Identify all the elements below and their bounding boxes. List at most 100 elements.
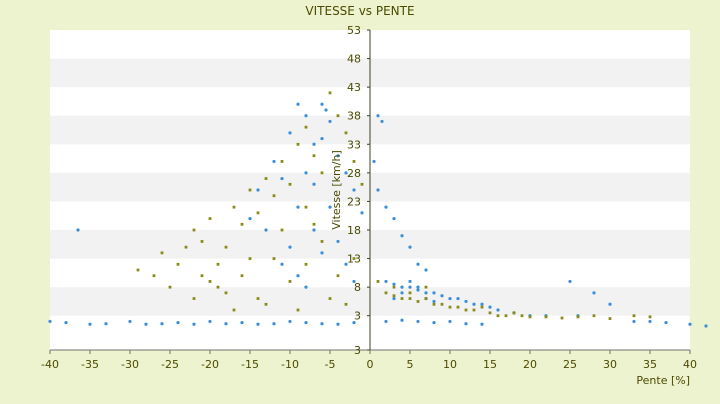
data-point-blue [360,211,364,215]
data-point-olive [480,305,484,309]
data-point-blue [448,296,452,301]
data-point-blue [664,320,668,325]
data-point-blue [272,159,276,164]
data-point-blue [400,318,404,322]
data-point-blue [104,322,108,326]
data-point-olive [352,257,356,260]
data-point-olive [224,291,228,295]
data-point-olive [432,302,436,306]
y-tick-label: 3 [354,344,361,357]
data-point-blue [416,288,420,292]
data-point-olive [408,291,412,295]
data-point-blue [400,234,404,238]
data-point-blue [296,102,300,106]
data-point-olive [448,305,452,309]
data-point-blue [320,102,324,106]
x-tick-label: 30 [603,358,617,371]
data-point-blue [392,282,396,286]
data-point-blue [372,159,376,164]
x-axis-label: Pente [%] [636,374,690,387]
data-point-olive [208,280,212,283]
y-tick-label: 48 [347,53,361,66]
data-point-olive [200,274,204,278]
x-tick-label: -5 [325,358,336,371]
data-point-blue [592,291,596,295]
data-point-blue [424,291,428,295]
data-point-blue [400,291,404,295]
x-tick-labels: -40 -35 -30 -25 -20 -15 -10 -5 0 5 10 15 20 25 30 35 40 [41,350,697,371]
data-point-blue [704,324,708,328]
y-tick-label: 18 [347,224,361,237]
data-point-blue [312,142,316,146]
data-points [48,91,708,328]
x-tick-label: 15 [483,358,497,371]
data-point-blue [440,294,444,298]
data-point-blue [344,262,348,266]
data-point-blue [456,296,460,301]
data-point-olive [288,280,292,283]
data-point-olive [304,125,308,129]
x-tick-label: -10 [281,358,299,371]
data-point-blue [688,322,692,326]
data-point-blue [320,322,324,326]
data-point-blue [488,305,492,309]
data-point-blue [392,216,396,221]
x-tick-label: -30 [121,358,139,371]
data-point-blue [280,262,284,266]
data-point-blue [648,319,652,324]
data-point-olive [464,308,468,312]
data-point-olive [256,297,260,300]
data-point-olive [376,280,380,283]
data-point-blue [432,299,436,304]
data-point-olive [304,205,308,209]
data-point-blue [376,114,380,118]
data-point-blue [400,285,404,289]
data-point-blue [408,285,412,289]
data-point-olive [272,194,276,198]
y-axis-label: Vitesse [km/h] [330,150,343,230]
data-point-blue [352,279,356,284]
data-point-olive [136,268,140,272]
data-point-blue [312,182,316,186]
x-tick-label: 0 [367,358,374,371]
data-point-olive [440,302,444,306]
data-point-blue [496,308,500,312]
data-point-olive [184,245,188,249]
x-tick-label: 5 [407,358,414,371]
data-point-olive [200,240,204,243]
data-point-blue [384,205,388,209]
y-tick-label: 33 [347,138,361,151]
data-point-blue [296,274,300,278]
x-tick-label: -40 [41,358,59,371]
data-point-olive [264,177,268,180]
data-point-blue [176,320,180,325]
chart-title: VITESSE vs PENTE [305,4,414,18]
data-point-blue [328,205,332,209]
data-point-blue [76,228,80,232]
data-point-blue [416,319,420,324]
data-point-olive [208,217,212,220]
data-point-olive [320,240,324,243]
y-tick-label: 28 [347,167,361,180]
data-point-olive [608,317,612,320]
data-point-olive [232,308,236,312]
data-point-olive [328,91,332,95]
y-tick-labels: 338131823283338434853 [347,24,370,357]
data-point-blue [160,322,164,326]
data-point-olive [344,131,348,135]
data-point-olive [264,302,268,306]
data-point-olive [296,142,300,146]
data-point-blue [256,322,260,326]
data-point-olive [232,205,236,209]
data-point-olive [256,211,260,215]
x-tick-label: -15 [241,358,259,371]
data-point-blue [144,322,148,326]
data-point-olive [312,154,316,158]
data-point-blue [384,319,388,324]
data-point-blue [272,322,276,326]
data-point-olive [560,316,564,320]
data-point-olive [336,274,340,278]
x-tick-label: 10 [443,358,457,371]
data-point-blue [240,320,244,325]
